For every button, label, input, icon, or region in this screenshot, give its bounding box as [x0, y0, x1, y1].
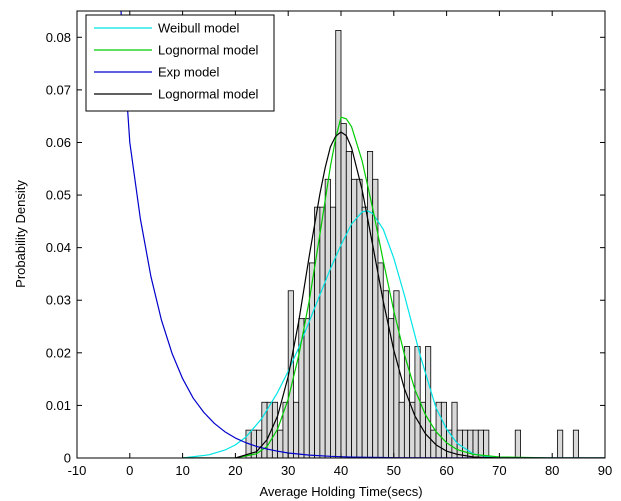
histogram-bar [324, 178, 331, 459]
histogram-bar [330, 206, 337, 459]
histogram-bar [319, 206, 326, 459]
legend-label: Exp model [158, 65, 220, 80]
histogram-bar [335, 30, 342, 459]
histogram-bar [483, 429, 490, 459]
histogram-bar [345, 151, 352, 459]
x-tick-label: 0 [126, 463, 133, 478]
y-tick-label: 0.06 [46, 135, 71, 150]
histogram-bar [377, 262, 384, 459]
x-tick-label: 20 [228, 463, 242, 478]
series-line-3 [182, 131, 605, 458]
x-tick-label: -10 [68, 463, 87, 478]
y-tick-label: 0.03 [46, 293, 71, 308]
histogram-bar [572, 429, 580, 459]
x-tick-label: 80 [545, 463, 559, 478]
histogram-bar [514, 429, 521, 459]
histogram-bar [356, 178, 363, 459]
x-tick-label: 30 [281, 463, 295, 478]
histogram-bar [314, 206, 321, 459]
y-tick-label: 0.02 [46, 345, 71, 360]
legend-label: Lognormal model [158, 43, 259, 58]
x-tick-label: 10 [175, 463, 189, 478]
histogram-bar [425, 346, 432, 459]
legend-box [85, 14, 275, 112]
y-tick-label: 0.05 [46, 188, 71, 203]
y-axis: 0 0.01 0.02 0.03 0.04 0.05 0.06 0.07 0.08 [46, 30, 605, 466]
histogram-bar [293, 401, 300, 459]
histogram-bar [361, 206, 368, 459]
histogram-bar [462, 429, 469, 459]
y-tick-label: 0.04 [46, 240, 71, 255]
y-axis-label: Probability Density [13, 180, 28, 288]
x-tick-label: 90 [598, 463, 612, 478]
x-axis-label: Average Holding Time(secs) [259, 484, 422, 499]
x-tick-label: 60 [439, 463, 453, 478]
y-tick-label: 0.07 [46, 82, 71, 97]
x-tick-label: 40 [334, 463, 348, 478]
y-tick-label: 0.08 [46, 30, 71, 45]
legend-label: Lognormal model [158, 87, 259, 102]
y-tick-label: 0 [64, 451, 71, 466]
y-tick-label: 0.01 [46, 398, 71, 413]
histogram-bar [303, 318, 310, 459]
x-axis: -10 0 10 20 30 40 50 60 70 80 90 [68, 11, 612, 478]
histogram-bar [414, 346, 421, 459]
histogram-bar [477, 429, 484, 459]
series-line-1 [182, 116, 605, 458]
histogram-bar [277, 429, 284, 459]
x-tick-label: 70 [492, 463, 506, 478]
legend-label: Weibull model [158, 21, 240, 36]
histogram-bar [398, 401, 405, 459]
legend: Weibull model Lognormal model Exp model Log… [85, 14, 275, 112]
histogram-bar [340, 123, 347, 459]
histogram-bars [245, 30, 580, 459]
x-tick-label: 50 [387, 463, 401, 478]
histogram-bar [557, 429, 564, 459]
